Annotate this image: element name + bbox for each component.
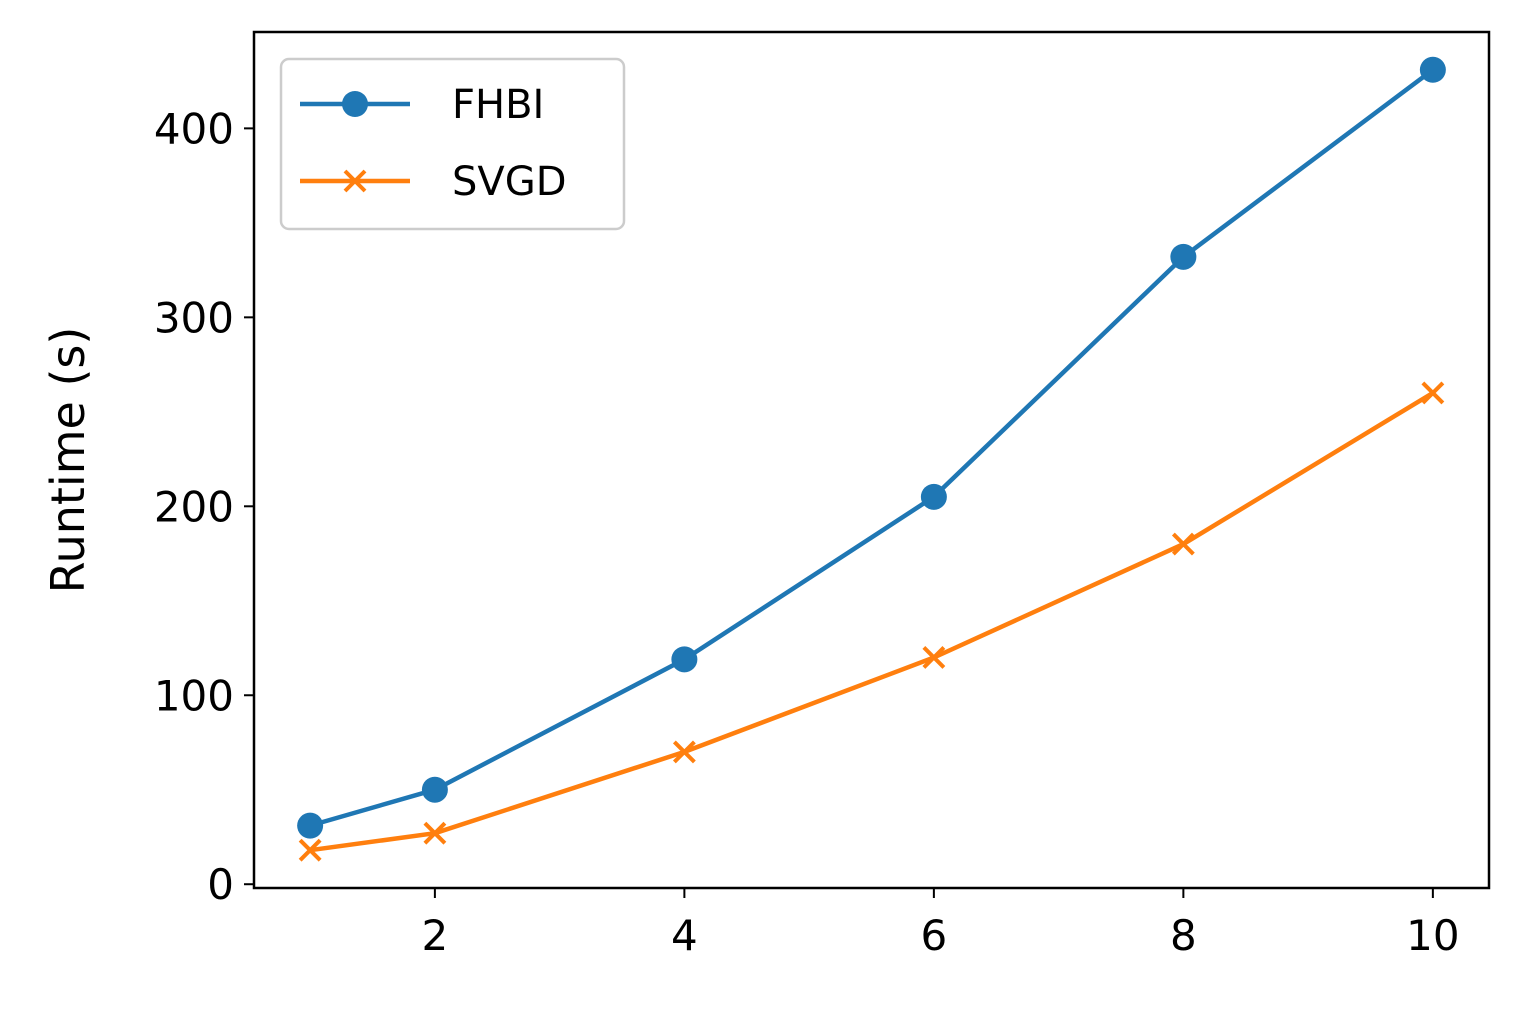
data-point-fhbi xyxy=(920,483,947,510)
x-tick-label: 4 xyxy=(671,911,698,960)
data-point-svgd xyxy=(1171,532,1195,556)
legend-entry-svgd: SVGD xyxy=(300,159,567,205)
data-point-fhbi xyxy=(421,776,448,803)
data-point-svgd xyxy=(672,740,696,764)
x-marker-stroke xyxy=(298,838,322,862)
legend-entry-fhbi: FHBI xyxy=(300,82,544,128)
y-tick-label: 0 xyxy=(207,860,234,909)
x-marker-stroke xyxy=(672,740,696,764)
y-tick-label: 300 xyxy=(154,293,234,342)
legend: FHBI SVGD xyxy=(279,57,626,231)
x-tick-label: 6 xyxy=(921,911,948,960)
x-marker-stroke xyxy=(1171,532,1195,556)
x-marker-stroke xyxy=(423,821,447,845)
y-axis-label: Runtime (s) xyxy=(41,327,95,594)
series-line-svgd xyxy=(307,390,1436,853)
y-tick-label: 200 xyxy=(154,482,234,531)
legend-marker xyxy=(342,91,368,117)
y-tick-label: 100 xyxy=(154,671,234,720)
x-tick-label: 10 xyxy=(1406,911,1459,960)
data-point-fhbi xyxy=(297,812,324,839)
legend-label: SVGD xyxy=(452,159,567,205)
plot-area xyxy=(297,56,1446,862)
x-marker-stroke xyxy=(1421,381,1445,405)
axes-frame xyxy=(252,30,1491,890)
x-tick-label: 2 xyxy=(422,911,449,960)
data-point-fhbi xyxy=(1419,56,1446,83)
data-point-svgd xyxy=(423,821,447,845)
x-tick-label: 8 xyxy=(1170,911,1197,960)
legend-marker xyxy=(343,169,367,193)
y-tick-label: 400 xyxy=(154,104,234,153)
series-line-fhbi xyxy=(307,67,1436,828)
x-marker-stroke xyxy=(922,646,946,669)
data-point-svgd xyxy=(922,646,946,669)
legend-label: FHBI xyxy=(452,82,544,128)
data-point-svgd xyxy=(298,838,322,862)
data-point-svgd xyxy=(1421,381,1445,405)
data-point-fhbi xyxy=(671,646,698,673)
data-point-fhbi xyxy=(1170,243,1197,270)
